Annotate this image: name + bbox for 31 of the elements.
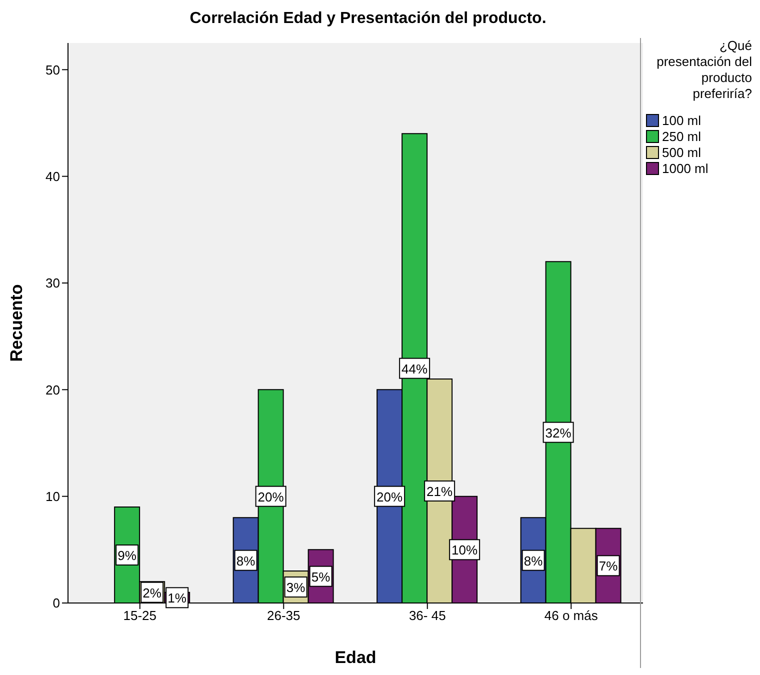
data-label: 20% [258,489,284,504]
data-label: 7% [598,558,618,574]
legend-title: ¿Qué presentación del producto preferiría? [656,38,752,102]
data-label: 2% [142,585,162,600]
data-label: 44% [402,361,428,376]
data-label: 9% [118,548,137,563]
data-label: 8% [236,553,256,568]
data-label: 20% [376,489,404,504]
data-label: 5% [311,569,331,584]
data-label: 8% [524,553,544,568]
x-tick-label: 36- 45 [408,608,446,624]
data-label: 10% [452,542,478,558]
data-label: 32% [545,425,572,440]
data-label: 3% [286,580,306,595]
chart-title: Correlación Edad y Presentación del producto. [188,10,548,28]
y-tick-label: 50 [46,62,60,78]
y-tick-label: 30 [46,276,60,291]
data-label: 21% [426,484,454,499]
y-tick-label: 40 [46,168,60,184]
legend-label: 1000 ml [662,160,708,176]
y-tick-label: 0 [52,596,60,611]
x-axis-title: Edad [334,648,376,667]
x-tick-label: 46 o más [544,608,598,624]
legend-label: 100 ml [662,112,702,128]
legend-label: 500 ml [662,144,702,160]
y-axis-title: Recuento [7,284,26,362]
x-tick-label: 15-25 [123,608,156,624]
x-tick-label: 26-35 [267,608,300,624]
y-tick-label: 20 [46,382,60,398]
legend-label: 250 ml [662,128,702,144]
y-tick-label: 10 [46,488,60,504]
